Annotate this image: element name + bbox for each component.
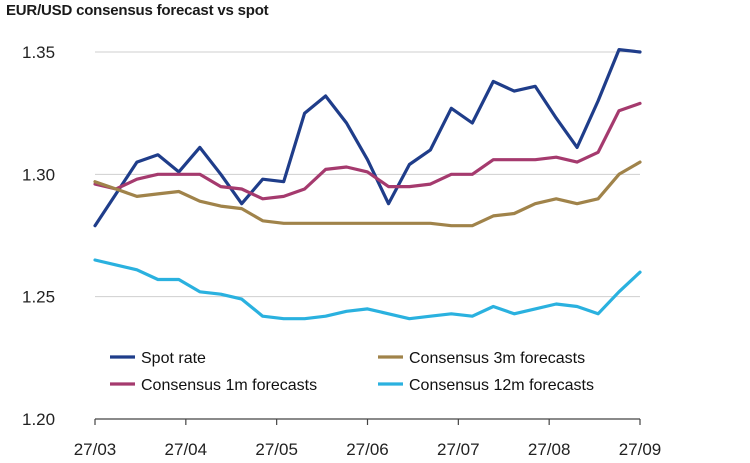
legend-label-consensus-12m-forecasts: Consensus 12m forecasts bbox=[409, 377, 594, 394]
axis-layer: 1.35 1.30 1.25 1.20 27/03 27/04 27/05 27/06 27/0… bbox=[22, 43, 661, 459]
legend-label-spot-rate: Spot rate bbox=[141, 350, 206, 367]
legend-label-consensus-1m-forecasts: Consensus 1m forecasts bbox=[141, 377, 317, 394]
legend: Spot rate Consensus 3m forecasts Consensus… bbox=[110, 350, 594, 394]
x-tick-label: 27/05 bbox=[255, 440, 298, 459]
x-tick-label: 27/04 bbox=[165, 440, 208, 459]
x-tick-label: 27/03 bbox=[74, 440, 117, 459]
series-layer bbox=[93, 47, 642, 321]
series-line-spot-rate bbox=[93, 47, 642, 228]
chart-title: EUR/USD consensus forecast vs spot bbox=[6, 2, 269, 19]
series-line-consensus-3m-forecasts bbox=[93, 160, 642, 228]
series-line-consensus-1m-forecasts bbox=[93, 101, 642, 201]
x-tick-label: 27/06 bbox=[346, 440, 389, 459]
x-tick-label: 27/09 bbox=[619, 440, 662, 459]
y-tick-label: 1.30 bbox=[22, 165, 55, 184]
x-tick-label: 27/07 bbox=[437, 440, 480, 459]
y-tick-label: 1.20 bbox=[22, 410, 55, 429]
series-line-consensus-12m-forecasts bbox=[93, 258, 642, 321]
y-tick-label: 1.25 bbox=[22, 288, 55, 307]
legend-label-consensus-3m-forecasts: Consensus 3m forecasts bbox=[409, 350, 585, 367]
y-tick-label: 1.35 bbox=[22, 43, 55, 62]
x-tick-label: 27/08 bbox=[528, 440, 571, 459]
